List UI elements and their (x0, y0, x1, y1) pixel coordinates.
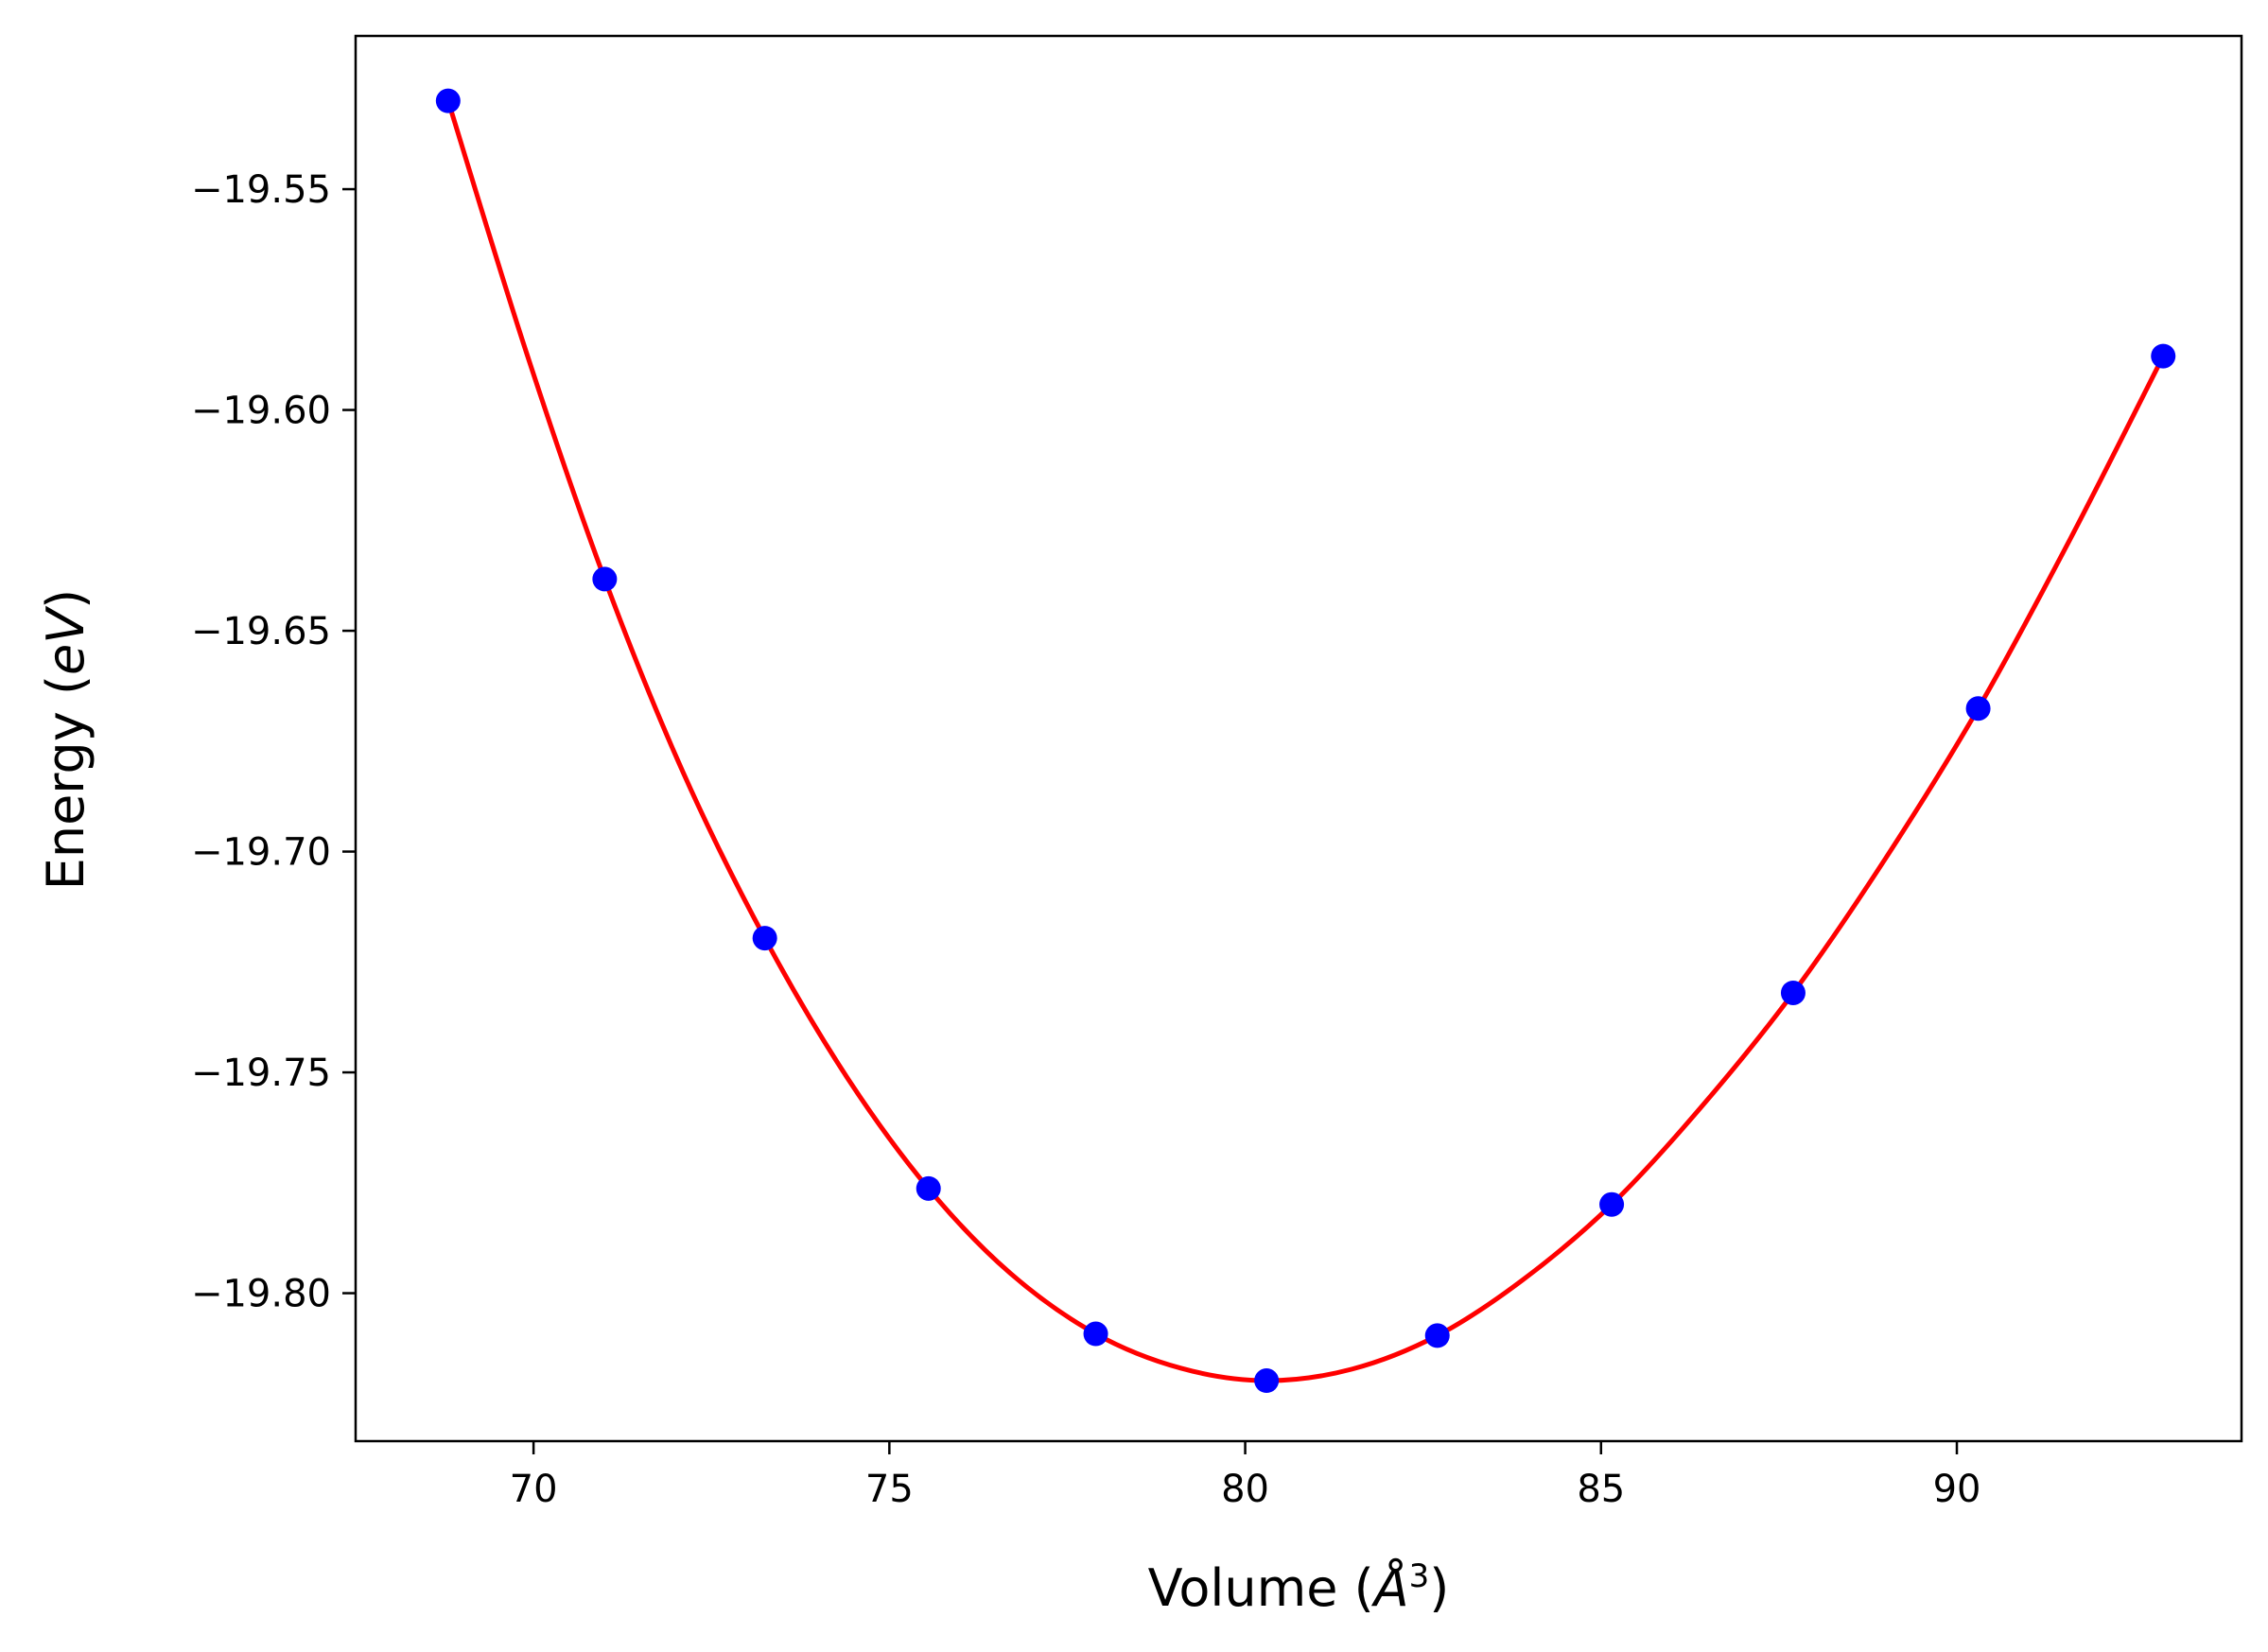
y-tick-label: −19.65 (191, 610, 331, 653)
data-point (2151, 343, 2176, 369)
data-point (916, 1175, 941, 1201)
ticks: 70 75 80 85 90 −19.55 −19.60 −19.65 −19.70 −19.75… (191, 168, 1981, 1511)
data-point (1780, 980, 1806, 1005)
x-tick-label: 70 (510, 1468, 558, 1511)
x-tick-label: 90 (1933, 1468, 1981, 1511)
y-tick-label: −19.75 (191, 1052, 331, 1095)
data-point (1599, 1191, 1625, 1217)
plot-area (435, 88, 2176, 1394)
x-tick-label: 85 (1577, 1468, 1625, 1511)
x-axis-label: Volume (Å3) (1148, 1557, 1450, 1618)
y-tick-label: −19.60 (191, 390, 331, 433)
fit-curve-line (445, 99, 2166, 1383)
data-point (592, 566, 618, 592)
data-point (1965, 696, 1991, 722)
data-point (1083, 1321, 1108, 1347)
data-point (435, 88, 461, 113)
data-point (1254, 1368, 1280, 1394)
x-tick-label: 80 (1221, 1468, 1269, 1511)
y-tick-label: −19.55 (191, 168, 331, 212)
axes-frame (354, 34, 2243, 1443)
data-point (752, 926, 777, 951)
x-tick-label: 75 (865, 1468, 914, 1511)
y-tick-label: −19.80 (191, 1273, 331, 1316)
data-point (1424, 1323, 1450, 1348)
y-axis-label: Energy (eV) (36, 589, 96, 891)
y-tick-label: −19.70 (191, 831, 331, 875)
